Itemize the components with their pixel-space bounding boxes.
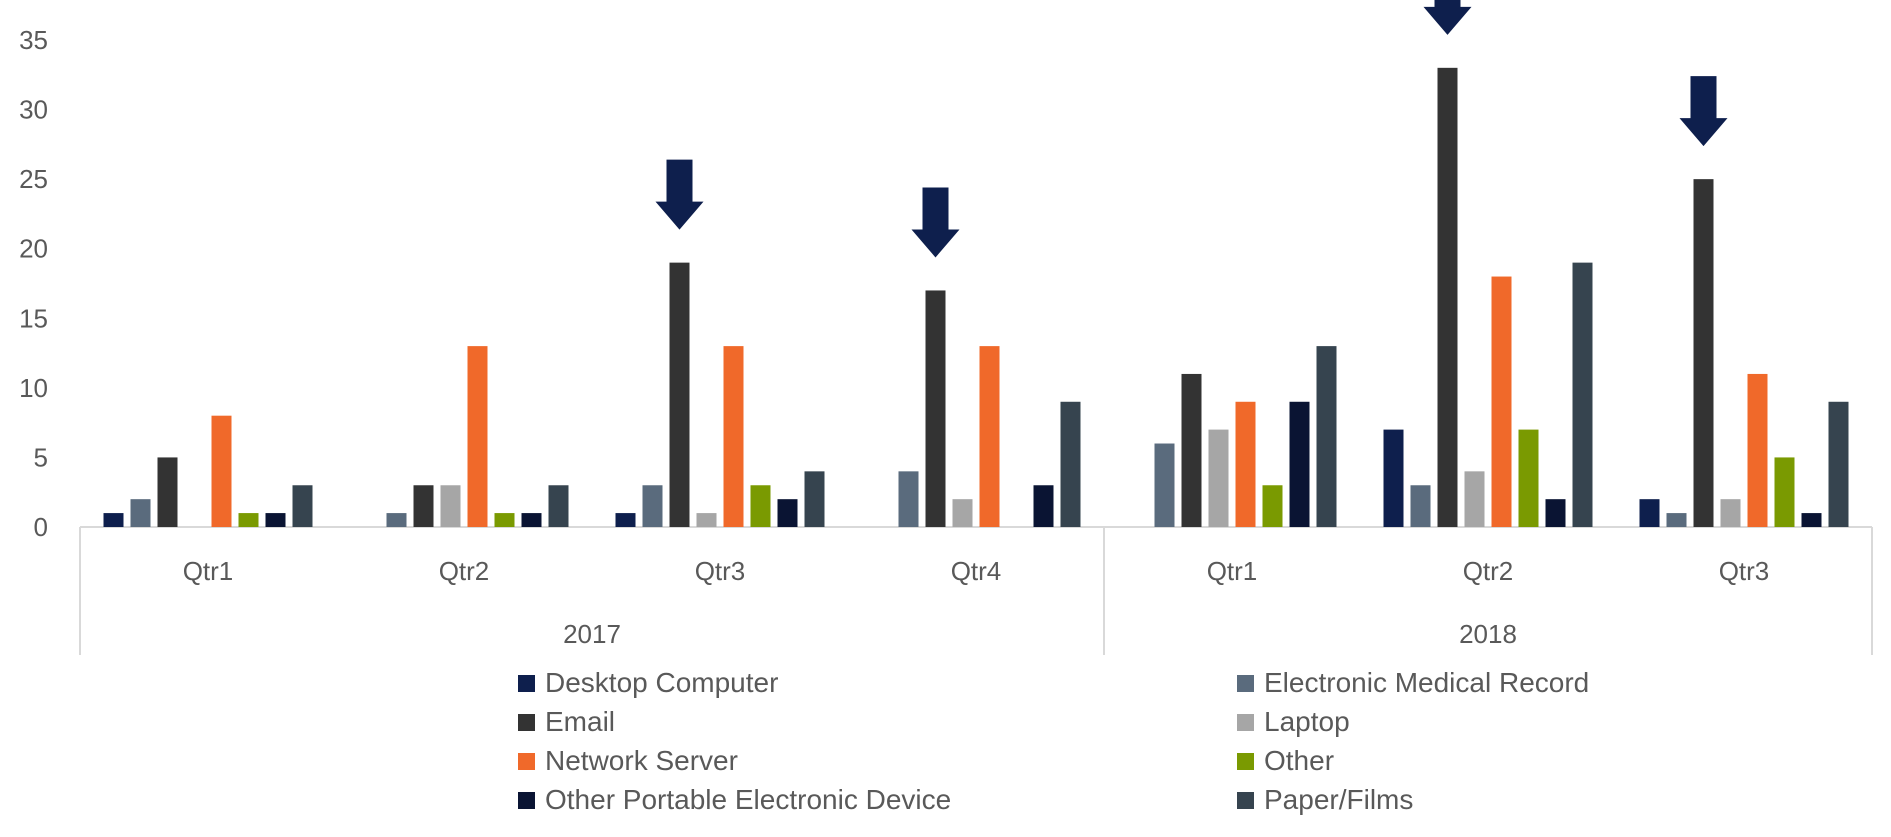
bar <box>1060 401 1081 527</box>
bar <box>1208 429 1229 527</box>
x-tick-label: Qtr3 <box>1719 556 1770 586</box>
bar <box>386 513 407 527</box>
bar <box>777 499 798 527</box>
bar <box>898 471 919 527</box>
legend-label: Desktop Computer <box>545 667 778 698</box>
bar <box>1262 485 1283 527</box>
legend-label: Other Portable Electronic Device <box>545 784 951 815</box>
legend-swatch <box>1237 792 1254 809</box>
legend-label: Network Server <box>545 745 738 776</box>
bar <box>103 513 124 527</box>
y-tick-label: 15 <box>19 303 48 333</box>
bar <box>1033 485 1054 527</box>
legend-label: Email <box>545 706 615 737</box>
arrow-annotation <box>1679 76 1728 147</box>
bar <box>1464 471 1485 527</box>
bar <box>952 499 973 527</box>
y-tick-label: 0 <box>34 512 48 542</box>
legend: Desktop Computer Electronic Medical Recor… <box>518 667 1589 815</box>
bar <box>1289 401 1310 527</box>
bar <box>1572 262 1593 527</box>
legend-label: Other <box>1264 745 1334 776</box>
bars-layer <box>103 67 1849 527</box>
bar <box>1720 499 1741 527</box>
axes-layer: 0 5 10 15 20 25 30 35 Qtr1 Qtr2 Qtr3 Qtr4 Qtr1 Qtr2 Qt… <box>19 25 1873 655</box>
bar <box>1518 429 1539 527</box>
legend-label: Laptop <box>1264 706 1350 737</box>
bar <box>467 346 488 527</box>
bar <box>925 290 946 527</box>
bar <box>157 457 178 527</box>
bar <box>1410 485 1431 527</box>
x-tick-label: Qtr1 <box>183 556 234 586</box>
bar <box>548 485 569 527</box>
bar <box>1491 276 1512 527</box>
x-group-label: 2017 <box>563 619 621 649</box>
legend-swatch <box>518 753 535 770</box>
bar <box>413 485 434 527</box>
arrow-annotation <box>1423 0 1472 35</box>
bar <box>1154 443 1175 527</box>
bar <box>723 346 744 527</box>
bar <box>1316 346 1337 527</box>
y-tick-label: 20 <box>19 234 48 264</box>
bar <box>130 499 151 527</box>
annotations-layer <box>655 0 1728 258</box>
arrow-annotation <box>655 159 704 230</box>
legend-swatch <box>518 675 535 692</box>
bar <box>1437 67 1458 527</box>
y-tick-label: 5 <box>34 442 48 472</box>
bar <box>494 513 515 527</box>
bar <box>979 346 1000 527</box>
legend-swatch <box>1237 753 1254 770</box>
bar <box>1666 513 1687 527</box>
bar <box>642 485 663 527</box>
bar <box>440 485 461 527</box>
x-group-label: 2018 <box>1459 619 1517 649</box>
bar <box>1801 513 1822 527</box>
x-tick-label: Qtr3 <box>695 556 746 586</box>
bar <box>750 485 771 527</box>
bar <box>804 471 825 527</box>
bar <box>1383 429 1404 527</box>
x-tick-label: Qtr2 <box>1463 556 1514 586</box>
y-tick-label: 25 <box>19 164 48 194</box>
bar <box>1774 457 1795 527</box>
y-tick-label: 10 <box>19 373 48 403</box>
bar <box>1545 499 1566 527</box>
bar <box>292 485 313 527</box>
bar <box>238 513 259 527</box>
y-tick-label: 35 <box>19 25 48 55</box>
bar <box>1181 373 1202 527</box>
bar <box>1235 401 1256 527</box>
x-tick-label: Qtr2 <box>439 556 490 586</box>
bar <box>1693 179 1714 527</box>
bar <box>521 513 542 527</box>
legend-swatch <box>1237 675 1254 692</box>
bar <box>211 415 232 527</box>
bar <box>696 513 717 527</box>
legend-label: Electronic Medical Record <box>1264 667 1589 698</box>
legend-label: Paper/Films <box>1264 784 1413 815</box>
x-tick-label: Qtr4 <box>951 556 1002 586</box>
bar <box>1828 401 1849 527</box>
y-tick-label: 30 <box>19 95 48 125</box>
legend-swatch <box>518 714 535 731</box>
bar <box>615 513 636 527</box>
bar <box>1747 373 1768 527</box>
legend-swatch <box>1237 714 1254 731</box>
bar <box>265 513 286 527</box>
arrow-annotation <box>911 187 960 258</box>
bar <box>669 262 690 527</box>
legend-swatch <box>518 792 535 809</box>
bar <box>1639 499 1660 527</box>
x-tick-label: Qtr1 <box>1207 556 1258 586</box>
